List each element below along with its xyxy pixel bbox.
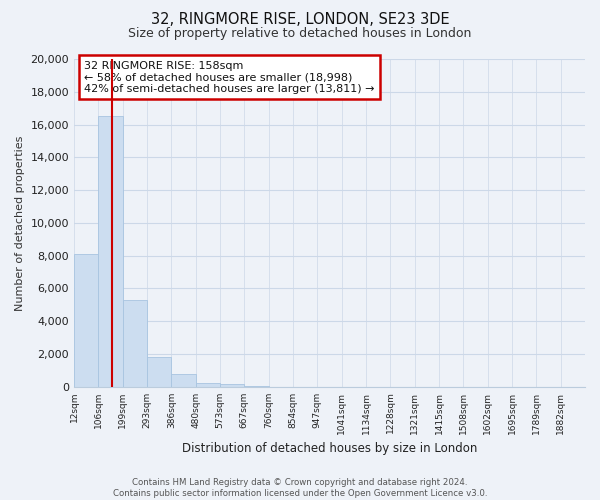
X-axis label: Distribution of detached houses by size in London: Distribution of detached houses by size … xyxy=(182,442,477,455)
Text: Contains HM Land Registry data © Crown copyright and database right 2024.
Contai: Contains HM Land Registry data © Crown c… xyxy=(113,478,487,498)
Bar xyxy=(74,254,98,386)
Bar xyxy=(220,384,244,386)
Bar xyxy=(123,300,147,386)
Bar xyxy=(172,374,196,386)
Bar xyxy=(147,357,172,386)
Text: 32, RINGMORE RISE, LONDON, SE23 3DE: 32, RINGMORE RISE, LONDON, SE23 3DE xyxy=(151,12,449,28)
Bar xyxy=(98,116,123,386)
Y-axis label: Number of detached properties: Number of detached properties xyxy=(15,135,25,310)
Text: Size of property relative to detached houses in London: Size of property relative to detached ho… xyxy=(128,28,472,40)
Text: 32 RINGMORE RISE: 158sqm
← 58% of detached houses are smaller (18,998)
42% of se: 32 RINGMORE RISE: 158sqm ← 58% of detach… xyxy=(84,60,375,94)
Bar xyxy=(196,382,220,386)
